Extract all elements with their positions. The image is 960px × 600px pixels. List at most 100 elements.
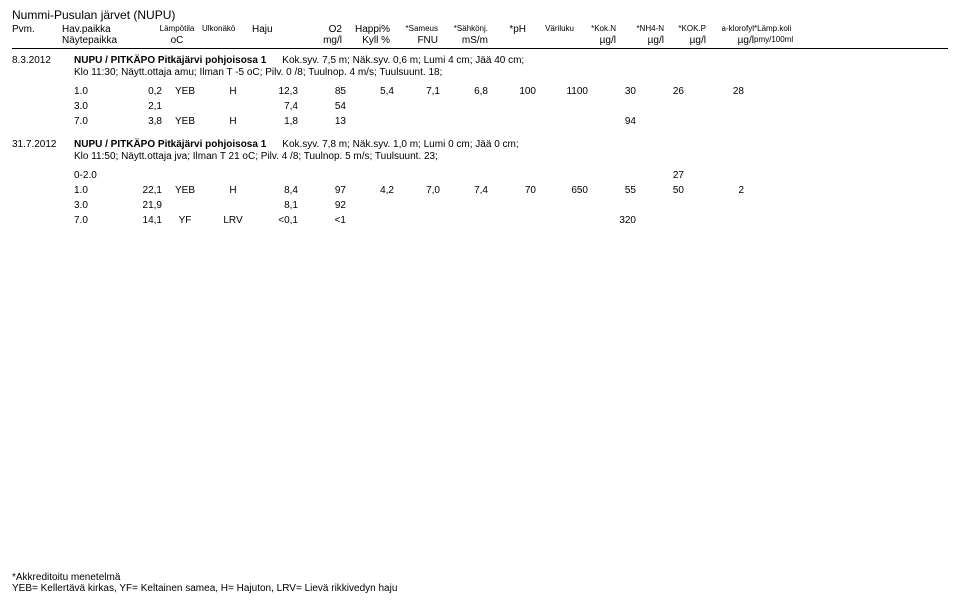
cell-extra	[684, 168, 744, 183]
cell-extra: 28	[684, 84, 744, 99]
cell-vari	[440, 198, 488, 213]
cell-vari: 7,4	[440, 183, 488, 198]
page-title: Nummi-Pusulan järvet (NUPU)	[12, 8, 948, 22]
data-row: 1.022,1YEBH8,4974,27,07,47065055502	[74, 183, 948, 198]
cell-ph: 7,1	[394, 84, 440, 99]
hdr2-hav: Näytepaikka	[62, 35, 152, 46]
section-head: 8.3.2012NUPU / PITKÄPO Pitkäjärvi pohjoi…	[12, 55, 948, 66]
cell-akl: 26	[636, 84, 684, 99]
cell-depth: 3.0	[74, 198, 114, 213]
hdr-pvm: Pvm.	[12, 24, 62, 35]
cell-sameus	[346, 168, 394, 183]
data-row: 3.02,17,454	[74, 99, 948, 114]
section-date: 31.7.2012	[12, 139, 74, 150]
cell-depth: 1.0	[74, 84, 114, 99]
divider	[12, 48, 948, 49]
hdr2-kokp: µg/l	[664, 35, 706, 46]
header-row-2: Näytepaikka oC mg/l Kyll % FNU mS/m µg/l…	[12, 35, 948, 46]
cell-akl	[636, 198, 684, 213]
cell-haju: H	[208, 84, 258, 99]
cell-depth: 0-2.0	[74, 168, 114, 183]
section-meta2: Klo 11:50; Näytt.ottaja jva; Ilman T 21 …	[74, 151, 948, 162]
cell-kokp: 94	[588, 114, 636, 129]
data-row: 7.014,1YFLRV<0,1<1320	[74, 213, 948, 228]
section-title: NUPU / PITKÄPO Pitkäjärvi pohjoisosa 1	[74, 139, 266, 150]
cell-ulko: YF	[162, 213, 208, 228]
cell-kokn	[488, 99, 536, 114]
hdr-lampo: Lämpötila	[152, 24, 202, 35]
section-meta2: Klo 11:30; Näytt.ottaja amu; Ilman T -5 …	[74, 67, 948, 78]
hdr-o2: O2	[302, 24, 342, 35]
cell-extra	[684, 114, 744, 129]
section-meta1: Kok.syv. 7,5 m; Näk.syv. 0,6 m; Lumi 4 c…	[282, 55, 524, 66]
cell-depth: 7.0	[74, 213, 114, 228]
cell-extra	[684, 213, 744, 228]
section-date: 8.3.2012	[12, 55, 74, 66]
cell-kokn	[488, 213, 536, 228]
cell-vari	[440, 213, 488, 228]
cell-o2: 12,3	[258, 84, 298, 99]
cell-ph	[394, 114, 440, 129]
cell-kokp: 55	[588, 183, 636, 198]
cell-nh4	[536, 198, 588, 213]
data-table: 1.00,2YEBH12,3855,47,16,810011003026283.…	[74, 84, 948, 129]
cell-ulko	[162, 198, 208, 213]
cell-nh4: 1100	[536, 84, 588, 99]
cell-akl	[636, 99, 684, 114]
section: 8.3.2012NUPU / PITKÄPO Pitkäjärvi pohjoi…	[12, 55, 948, 129]
cell-ph	[394, 213, 440, 228]
hdr-nh4: *NH4-N	[616, 24, 664, 35]
cell-happi: 92	[298, 198, 346, 213]
cell-lampo: 0,2	[114, 84, 162, 99]
hdr2-sahko: mS/m	[438, 35, 488, 46]
cell-akl: 50	[636, 183, 684, 198]
hdr2-sameus: FNU	[390, 35, 438, 46]
cell-kokp: 30	[588, 84, 636, 99]
data-row: 3.021,98,192	[74, 198, 948, 213]
data-row: 0-2.0 27	[74, 168, 948, 183]
cell-ph	[394, 168, 440, 183]
section-title: NUPU / PITKÄPO Pitkäjärvi pohjoisosa 1	[74, 55, 266, 66]
cell-nh4: 650	[536, 183, 588, 198]
cell-lampo: 2,1	[114, 99, 162, 114]
header-row-1: Pvm. Hav.paikka Lämpötila Ulkonäkö Haju …	[12, 24, 948, 35]
hdr-akl: a-klorofyl	[706, 24, 754, 35]
cell-lampo: 3,8	[114, 114, 162, 129]
cell-o2: 8,1	[258, 198, 298, 213]
cell-akl: 27	[636, 168, 684, 183]
cell-ulko	[162, 168, 208, 183]
cell-vari	[440, 168, 488, 183]
cell-happi: 85	[298, 84, 346, 99]
hdr2-lampo: oC	[152, 35, 202, 46]
hdr2-o2: mg/l	[302, 35, 342, 46]
cell-kokp: 320	[588, 213, 636, 228]
hdr-ulko: Ulkonäkö	[202, 24, 252, 35]
cell-haju: H	[208, 114, 258, 129]
page: Nummi-Pusulan järvet (NUPU) Pvm. Hav.pai…	[0, 0, 960, 600]
cell-happi: <1	[298, 213, 346, 228]
footer-line2: YEB= Kellertävä kirkas, YF= Keltainen sa…	[12, 583, 397, 594]
cell-o2	[258, 168, 298, 183]
cell-ph	[394, 198, 440, 213]
hdr-koli: *Lämp.koli	[754, 24, 806, 35]
cell-ph: 7,0	[394, 183, 440, 198]
cell-vari	[440, 99, 488, 114]
cell-nh4	[536, 99, 588, 114]
hdr2-nh4: µg/l	[616, 35, 664, 46]
cell-vari: 6,8	[440, 84, 488, 99]
cell-kokp	[588, 168, 636, 183]
cell-o2: 1,8	[258, 114, 298, 129]
cell-o2: <0,1	[258, 213, 298, 228]
hdr2-kokn: µg/l	[574, 35, 616, 46]
cell-kokn	[488, 114, 536, 129]
hdr2-koli: pmy/100ml	[754, 35, 806, 46]
hdr-sameus: *Sameus	[390, 24, 438, 35]
cell-haju	[208, 198, 258, 213]
cell-sameus	[346, 213, 394, 228]
cell-kokp	[588, 198, 636, 213]
cell-happi	[298, 168, 346, 183]
cell-depth: 3.0	[74, 99, 114, 114]
cell-nh4	[536, 213, 588, 228]
hdr-kokn: *Kok.N	[574, 24, 616, 35]
cell-vari	[440, 114, 488, 129]
